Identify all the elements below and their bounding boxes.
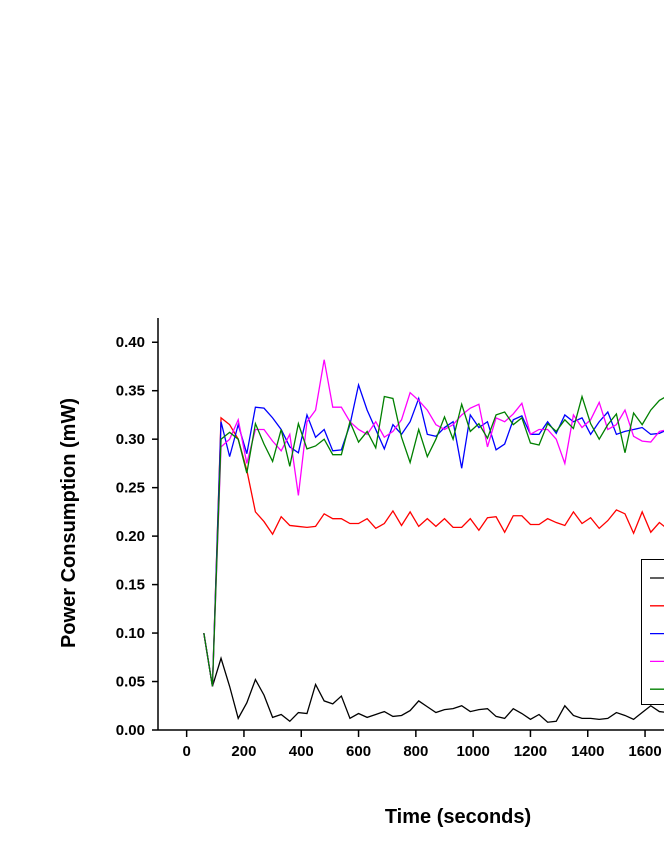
x-tick-label: 1200: [514, 743, 547, 760]
y-axis-title: Power Consumption (mW): [58, 398, 80, 648]
legend-box: [641, 559, 664, 705]
data-line: [203, 416, 664, 687]
x-tick-label: 600: [346, 743, 371, 760]
x-tick-label: 1000: [456, 743, 489, 760]
data-line: [203, 632, 664, 723]
x-tick-label: 1600: [628, 743, 661, 760]
y-tick-label: 0.40: [116, 334, 145, 351]
x-tick-label: 200: [231, 743, 256, 760]
data-line: [203, 359, 664, 687]
data-line: [203, 382, 664, 687]
y-tick-label: 0.20: [116, 528, 145, 545]
y-tick-label: 0.15: [116, 577, 145, 594]
y-tick-label: 0.25: [116, 480, 145, 497]
x-tick-label: 400: [289, 743, 314, 760]
x-tick-label: 1400: [571, 743, 604, 760]
y-tick-label: 0.30: [116, 431, 145, 448]
x-tick-label: 800: [403, 743, 428, 760]
x-tick-label: 0: [182, 743, 190, 760]
y-tick-label: 0.10: [116, 625, 145, 642]
data-line: [203, 394, 664, 687]
y-tick-label: 0.00: [116, 722, 145, 739]
y-tick-label: 0.35: [116, 383, 145, 400]
y-tick-label: 0.05: [116, 674, 145, 691]
x-axis-title: Time (seconds): [385, 806, 531, 828]
